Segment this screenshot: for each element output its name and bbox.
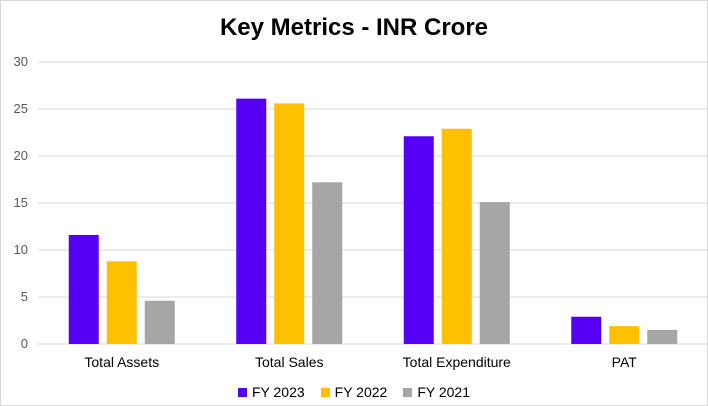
- legend-swatch: [237, 387, 247, 397]
- bar-fy-2022: [441, 128, 472, 344]
- chart-title: Key Metrics - INR Crore: [219, 14, 489, 41]
- legend-swatch: [320, 387, 330, 397]
- y-tick-label: 20: [14, 148, 28, 163]
- legend-item: FY 2023: [237, 384, 305, 400]
- legend-label: FY 2023: [251, 384, 305, 400]
- y-tick-label: 0: [21, 336, 28, 351]
- bar-fy-2022: [609, 326, 640, 344]
- x-category-label: PAT: [612, 354, 638, 370]
- legend-item: FY 2021: [403, 384, 470, 400]
- bar-fy-2021: [312, 182, 343, 344]
- y-tick-label: 30: [14, 54, 28, 69]
- legend: FY 2023 FY 2022 FY 2021: [0, 384, 708, 400]
- y-tick-label: 10: [14, 242, 28, 257]
- x-category-label: Total Expenditure: [403, 354, 511, 370]
- bar-fy-2023: [236, 98, 267, 344]
- bar-fy-2021: [647, 329, 678, 344]
- y-tick-label: 5: [21, 289, 28, 304]
- legend-label: FY 2021: [417, 384, 470, 400]
- x-category-label: Total Assets: [84, 354, 159, 370]
- bar-fy-2021: [144, 300, 175, 344]
- y-tick-label: 15: [14, 195, 28, 210]
- bar-fy-2023: [68, 234, 99, 344]
- legend-item: FY 2022: [320, 384, 388, 400]
- bar-fy-2023: [571, 316, 602, 344]
- legend-label: FY 2022: [334, 384, 388, 400]
- bar-fy-2022: [106, 261, 137, 344]
- bar-fy-2023: [403, 136, 434, 344]
- legend-swatch: [403, 387, 413, 397]
- bar-fy-2021: [479, 202, 510, 344]
- x-category-label: Total Sales: [255, 354, 323, 370]
- bar-fy-2022: [274, 103, 305, 344]
- y-tick-label: 25: [14, 101, 28, 116]
